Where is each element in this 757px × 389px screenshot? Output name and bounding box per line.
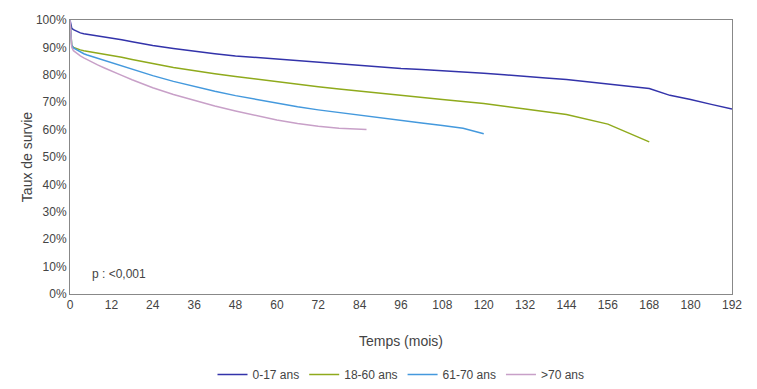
svg-text:36: 36	[187, 298, 201, 312]
svg-text:p : <0,001: p : <0,001	[92, 267, 146, 281]
svg-text:72: 72	[312, 298, 326, 312]
svg-text:Temps (mois): Temps (mois)	[359, 333, 443, 349]
svg-text:84: 84	[353, 298, 367, 312]
svg-text:90%: 90%	[43, 41, 67, 55]
svg-text:144: 144	[556, 298, 576, 312]
svg-text:61-70 ans: 61-70 ans	[443, 368, 496, 382]
svg-text:100%: 100%	[36, 13, 67, 27]
svg-text:50%: 50%	[43, 150, 67, 164]
svg-text:192: 192	[722, 298, 742, 312]
svg-text:20%: 20%	[43, 232, 67, 246]
svg-text:30%: 30%	[43, 205, 67, 219]
svg-text:10%: 10%	[43, 260, 67, 274]
svg-text:40%: 40%	[43, 178, 67, 192]
svg-text:Taux de survie: Taux de survie	[19, 112, 35, 202]
svg-text:120: 120	[474, 298, 494, 312]
svg-text:0%: 0%	[49, 287, 67, 301]
svg-text:>70 ans: >70 ans	[541, 368, 584, 382]
svg-text:156: 156	[598, 298, 618, 312]
svg-text:48: 48	[229, 298, 243, 312]
svg-text:80%: 80%	[43, 68, 67, 82]
svg-text:60: 60	[270, 298, 284, 312]
svg-text:96: 96	[394, 298, 408, 312]
svg-text:132: 132	[515, 298, 535, 312]
svg-text:0: 0	[67, 298, 74, 312]
svg-text:70%: 70%	[43, 95, 67, 109]
svg-text:12: 12	[105, 298, 119, 312]
svg-text:60%: 60%	[43, 123, 67, 137]
svg-text:0-17 ans: 0-17 ans	[253, 368, 300, 382]
svg-text:18-60 ans: 18-60 ans	[344, 368, 397, 382]
svg-text:168: 168	[639, 298, 659, 312]
svg-text:24: 24	[146, 298, 160, 312]
svg-text:180: 180	[681, 298, 701, 312]
svg-text:108: 108	[432, 298, 452, 312]
